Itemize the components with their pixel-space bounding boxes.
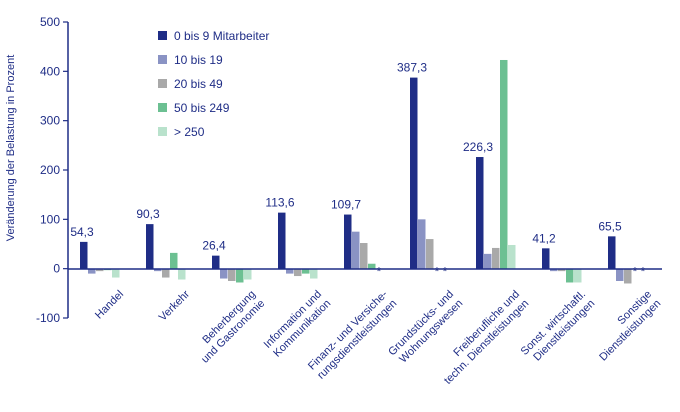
legend-swatch-2: [158, 79, 167, 88]
bar-1-4: [178, 268, 186, 280]
bar-0-0: [80, 241, 88, 269]
missing-marker: *: [435, 265, 440, 279]
bar-1-2: [162, 268, 170, 278]
bar-5-2: [426, 239, 434, 269]
legend: 0 bis 9 Mitarbeiter 10 bis 19 20 bis 49 50 …: [158, 29, 269, 139]
value-label: 226,3: [463, 140, 493, 154]
bar-2-3: [236, 268, 244, 283]
bar-1-1: [154, 268, 162, 272]
value-label: 26,4: [202, 239, 226, 253]
bar-0-1: [88, 268, 96, 274]
bar-6-4: [508, 244, 516, 269]
bar-3-2: [294, 268, 302, 277]
bar-4-1: [352, 231, 360, 269]
value-label: 113,6: [265, 196, 294, 210]
bar-6-0: [476, 157, 484, 269]
bar-8-2: [624, 268, 632, 284]
bar-4-3: [368, 263, 376, 269]
y-tick-label: 400: [40, 64, 60, 78]
y-tick-label: 500: [40, 15, 60, 29]
value-label: 65,5: [598, 219, 622, 233]
missing-marker: *: [641, 265, 646, 279]
legend-swatch-0: [158, 31, 167, 40]
bar-4-2: [360, 243, 368, 269]
category-label: Sonst. wirtschaftl.Dienstleistungen: [519, 288, 598, 363]
category-label: Verkehr: [157, 288, 193, 324]
bar-7-4: [574, 268, 582, 283]
category-label: Handel: [93, 288, 126, 321]
bar-7-0: [542, 248, 550, 269]
bar-6-1: [484, 253, 492, 269]
value-label: 90,3: [136, 207, 160, 221]
y-tick-label: -100: [36, 311, 60, 325]
bar-1-0: [146, 224, 154, 269]
bar-3-1: [286, 268, 294, 274]
legend-label-1: 10 bis 19: [174, 53, 223, 67]
legend-swatch-3: [158, 103, 167, 112]
missing-markers: * * * * *: [377, 265, 646, 279]
legend-label-0: 0 bis 9 Mitarbeiter: [174, 29, 269, 43]
category-label-line: Handel: [93, 288, 126, 321]
bar-series: [80, 59, 632, 284]
bar-5-0: [410, 77, 418, 269]
bar-0-2: [96, 268, 104, 272]
bar-7-2: [558, 268, 566, 272]
bar-7-1: [550, 268, 558, 272]
legend-label-3: 50 bis 249: [174, 101, 230, 115]
bar-7-3: [566, 268, 574, 283]
missing-marker: *: [633, 265, 638, 279]
missing-marker: *: [443, 265, 448, 279]
bar-6-3: [500, 59, 508, 269]
bar-2-4: [244, 268, 252, 280]
value-label: 109,7: [331, 198, 361, 212]
y-axis-title-group: Veränderung der Belastung in Prozent: [5, 55, 17, 242]
bar-2-1: [220, 268, 228, 279]
category-label-line: Verkehr: [157, 288, 193, 324]
bar-4-0: [344, 214, 352, 269]
value-labels: 54,3 90,3 26,4 113,6 109,7 387,3 226,3 41,2 65,5: [70, 61, 622, 253]
bar-8-1: [616, 268, 624, 281]
y-axis-ticks: -100 0 100 200 300 400 500: [36, 15, 68, 325]
bar-3-3: [302, 268, 310, 274]
y-tick-label: 300: [40, 114, 60, 128]
legend-label-4: > 250: [174, 125, 205, 139]
bar-6-2: [492, 247, 500, 269]
legend-label-2: 20 bis 49: [174, 77, 223, 91]
bar-2-0: [212, 255, 220, 269]
bar-5-1: [418, 219, 426, 269]
y-tick-label: 100: [40, 212, 60, 226]
bar-3-0: [278, 212, 286, 269]
y-tick-label: 0: [53, 262, 60, 276]
bar-8-0: [608, 236, 616, 269]
bar-2-2: [228, 268, 236, 281]
value-label: 54,3: [70, 225, 94, 239]
y-axis-title: Veränderung der Belastung in Prozent: [5, 55, 17, 242]
bar-1-3: [170, 252, 178, 269]
value-label: 41,2: [532, 231, 556, 245]
bar-0-4: [112, 268, 120, 278]
legend-swatch-1: [158, 55, 167, 64]
bar-3-4: [310, 268, 318, 279]
legend-swatch-4: [158, 127, 167, 136]
value-label: 387,3: [397, 61, 427, 75]
y-tick-label: 200: [40, 163, 60, 177]
missing-marker: *: [377, 265, 382, 279]
